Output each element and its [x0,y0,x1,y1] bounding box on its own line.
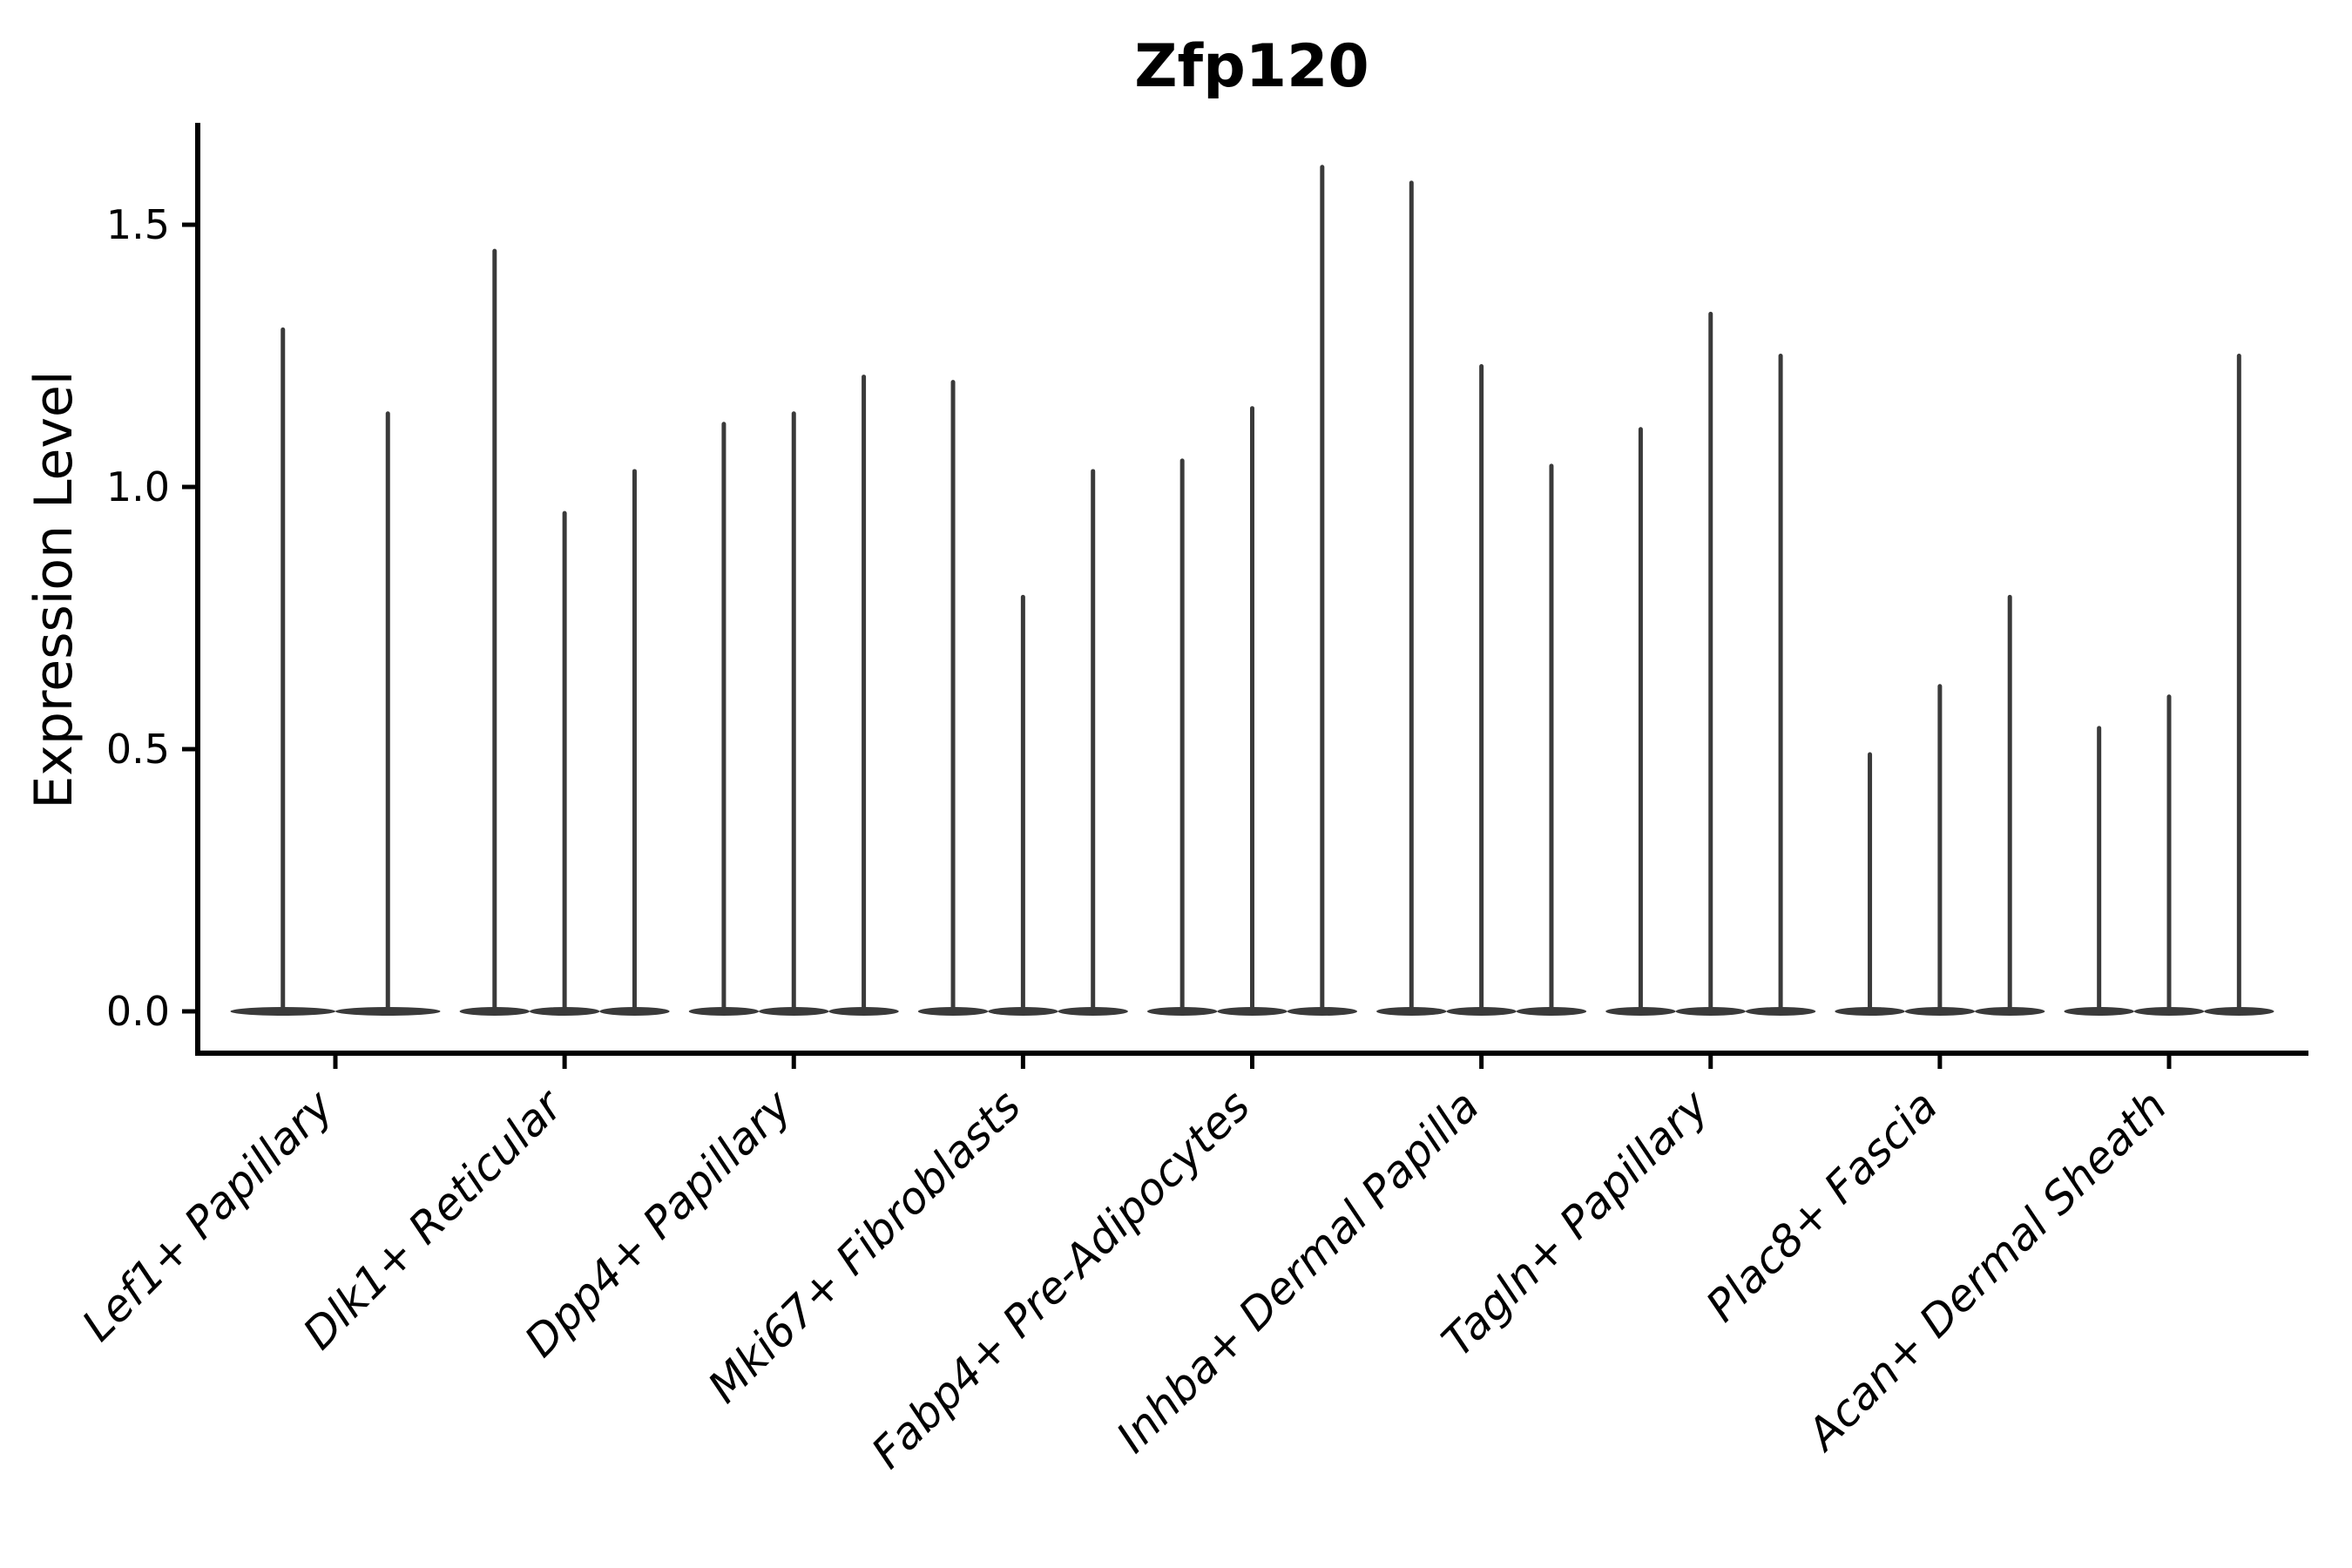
y-axis-label: Expression Level [24,370,84,808]
y-tick-label: 0.5 [106,726,170,773]
violins-layer [230,165,2274,1016]
y-tick-label: 1.5 [106,201,170,248]
x-tick-label: Acan+ Dermal Sheath [1796,1080,2177,1461]
violin-group [459,248,670,1016]
y-ticks-layer: 0.0 0.5 1.0 1.5 [106,201,198,1035]
violin-group [1835,594,2045,1016]
x-tick-label: Inhba+ Dermal Papilla [1107,1080,1489,1462]
violin-group [1605,311,1816,1016]
x-tick-label: Lef1+ Papillary [72,1079,343,1350]
violin-group [688,375,899,1016]
violin-group [230,327,441,1016]
y-tick-label: 1.0 [106,463,170,510]
violin-group [1147,165,1358,1016]
y-tick-label: 0.0 [106,988,170,1035]
chart-title: Zfp120 [1134,32,1369,101]
x-tick-label: Fabp4+ Pre-Adipocytes [862,1080,1260,1478]
violin-group [2064,354,2274,1016]
violin-group [917,380,1128,1016]
x-tick-label: Plac8+ Fascia [1696,1080,1947,1331]
violin-group [1376,180,1587,1016]
